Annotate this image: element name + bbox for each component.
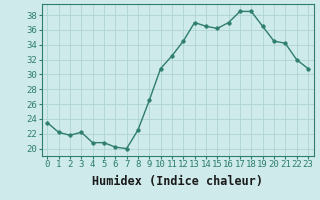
X-axis label: Humidex (Indice chaleur): Humidex (Indice chaleur) xyxy=(92,175,263,188)
